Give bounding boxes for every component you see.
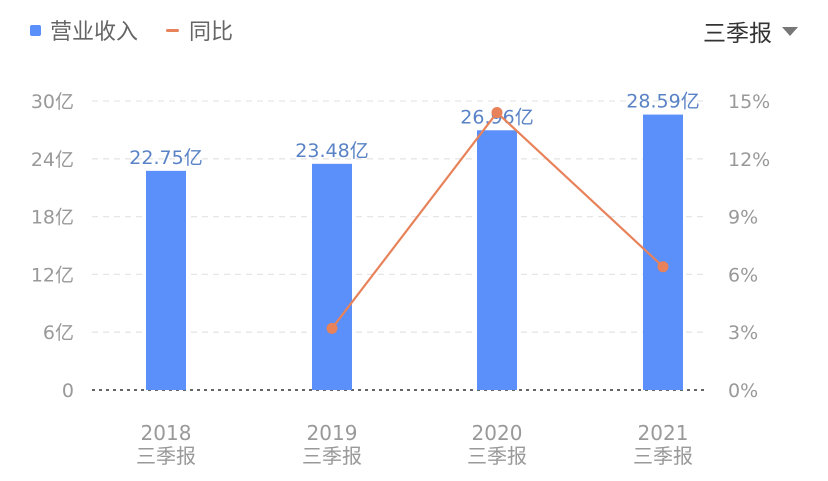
y-right-tick-label: 0% xyxy=(728,380,758,402)
revenue-bar-data-label: 23.48亿 xyxy=(295,140,368,162)
x-category-sublabel: 三季报 xyxy=(467,444,527,468)
y-left-tick-label: 6亿 xyxy=(43,322,74,344)
revenue-bar xyxy=(312,163,352,390)
y-left-tick-label: 30亿 xyxy=(31,91,74,113)
legend-label-yoy: 同比 xyxy=(189,20,234,45)
y-left-tick-label: 24亿 xyxy=(31,149,74,171)
chevron-down-icon[interactable] xyxy=(782,26,798,36)
period-selector-label: 三季报 xyxy=(703,21,772,47)
revenue-bar xyxy=(643,114,683,390)
legend: 营业收入 同比 xyxy=(30,14,261,46)
y-right-tick-label: 6% xyxy=(728,264,758,286)
yoy-point xyxy=(326,322,338,334)
revenue-bar-data-label: 22.75亿 xyxy=(129,147,202,169)
yoy-point xyxy=(657,261,669,273)
y-left-tick-label: 12亿 xyxy=(31,264,74,286)
legend-item-yoy[interactable]: 同比 xyxy=(166,14,233,46)
legend-bar-swatch-icon xyxy=(30,24,41,36)
y-left-tick-label: 0 xyxy=(62,380,74,402)
revenue-bar-data-label: 28.59亿 xyxy=(626,91,699,113)
y-right-tick-label: 9% xyxy=(728,207,758,229)
x-category-label: 2020 xyxy=(472,421,523,445)
x-category-sublabel: 三季报 xyxy=(302,444,362,468)
x-category-sublabel: 三季报 xyxy=(136,444,196,468)
x-category-label: 2021 xyxy=(638,421,689,445)
y-left-tick-label: 18亿 xyxy=(31,207,74,229)
y-right-tick-label: 3% xyxy=(728,322,758,344)
x-category-label: 2019 xyxy=(307,421,358,445)
x-category-label: 2018 xyxy=(141,421,192,445)
legend-item-revenue[interactable]: 营业收入 xyxy=(30,14,138,46)
legend-line-swatch-icon xyxy=(166,28,180,32)
y-right-tick-label: 15% xyxy=(728,91,770,113)
y-right-tick-label: 12% xyxy=(728,149,770,171)
period-selector[interactable]: 三季报 xyxy=(703,14,798,48)
revenue-bar xyxy=(146,170,186,390)
revenue-bar xyxy=(477,130,517,390)
legend-label-revenue: 营业收入 xyxy=(50,20,139,45)
x-category-sublabel: 三季报 xyxy=(633,444,693,468)
yoy-point xyxy=(491,107,503,119)
